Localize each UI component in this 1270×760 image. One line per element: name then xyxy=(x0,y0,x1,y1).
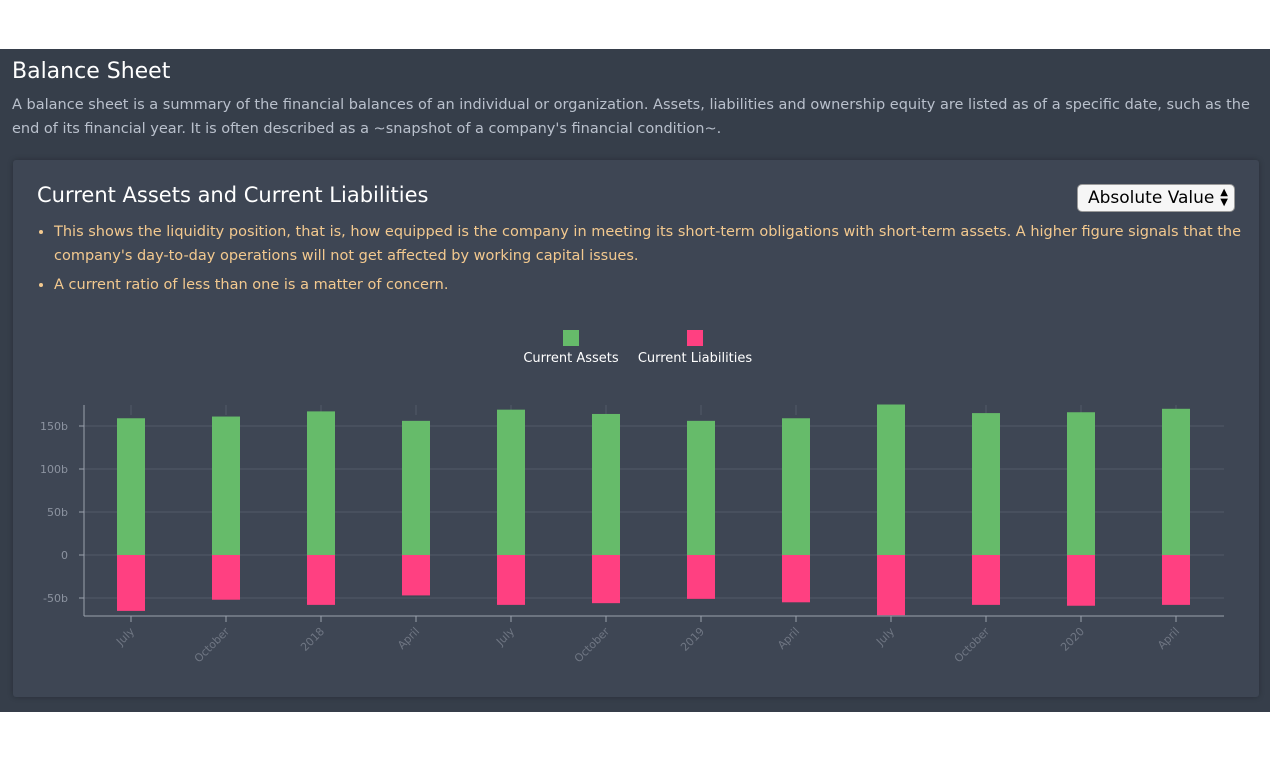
note-item: A current ratio of less than one is a ma… xyxy=(54,273,1254,297)
x-tick-label: October xyxy=(952,625,993,666)
x-tick-label: April xyxy=(395,625,422,652)
bar-current-assets xyxy=(117,418,145,555)
bar-current-liabilities xyxy=(782,555,810,603)
page-title: Balance Sheet xyxy=(12,59,171,84)
x-tick-label: 2020 xyxy=(1058,625,1087,654)
bar-current-liabilities xyxy=(592,555,620,604)
bar-current-liabilities xyxy=(1067,555,1095,606)
chart-card: Current Assets and Current Liabilities A… xyxy=(13,160,1259,697)
x-tick-label: 2018 xyxy=(298,625,327,654)
bar-current-liabilities xyxy=(687,555,715,599)
app-window: Balance Sheet A balance sheet is a summa… xyxy=(0,49,1270,712)
y-tick-label: 50b xyxy=(47,506,68,519)
y-tick-label: -50b xyxy=(43,592,68,605)
bar-current-liabilities xyxy=(402,555,430,596)
legend-swatch-assets xyxy=(563,330,579,346)
assets-liabilities-chart: 150b 100b 50b 0 -50b July October 2018 April July… xyxy=(40,404,1224,666)
y-tick-label: 0 xyxy=(61,549,68,562)
note-item: This shows the liquidity position, that … xyxy=(54,220,1254,268)
y-tick-label: 100b xyxy=(40,463,68,476)
x-tick-label: 2019 xyxy=(678,625,707,654)
notes-list: This shows the liquidity position, that … xyxy=(37,220,1254,302)
bar-current-assets xyxy=(307,411,335,555)
bar-current-assets xyxy=(687,420,715,555)
bar-current-liabilities xyxy=(1162,555,1190,605)
x-tick-label: July xyxy=(493,625,517,649)
legend-label-liabilities: Current Liabilities xyxy=(637,351,753,366)
bar-current-liabilities xyxy=(877,555,905,616)
x-tick-label: April xyxy=(775,625,802,652)
bar-current-assets xyxy=(877,404,905,555)
page-description: A balance sheet is a summary of the fina… xyxy=(12,97,1250,137)
card-title: Current Assets and Current Liabilities xyxy=(37,183,429,207)
bar-current-assets xyxy=(1067,412,1095,555)
x-tick-label: July xyxy=(113,625,137,649)
bar-current-liabilities xyxy=(307,555,335,605)
legend-item-current-liabilities[interactable]: Current Liabilities xyxy=(635,330,755,366)
bar-current-assets xyxy=(972,413,1000,555)
bar-current-liabilities xyxy=(972,555,1000,605)
bar-current-liabilities xyxy=(212,555,240,600)
x-tick-label: October xyxy=(572,625,613,666)
legend-item-current-assets[interactable]: Current Assets xyxy=(521,330,621,366)
select-arrows-icon: ▲ ▼ xyxy=(1220,187,1228,208)
y-tick-label: 150b xyxy=(40,420,68,433)
bar-current-assets xyxy=(592,413,620,555)
x-tick-label: April xyxy=(1155,625,1182,652)
chart-legend: Current Assets Current Liabilities xyxy=(13,330,1259,370)
x-tick-label: July xyxy=(873,625,897,649)
legend-swatch-liabilities xyxy=(687,330,703,346)
bar-current-assets xyxy=(1162,408,1190,555)
value-mode-select[interactable]: Absolute Value ▲ ▼ xyxy=(1077,184,1235,212)
bar-current-assets xyxy=(497,409,525,555)
value-mode-selected: Absolute Value xyxy=(1088,188,1215,208)
bar-current-liabilities xyxy=(497,555,525,605)
bar-current-liabilities xyxy=(117,555,145,611)
x-tick-label: October xyxy=(192,625,233,666)
bar-current-assets xyxy=(212,416,240,555)
bar-current-assets xyxy=(782,418,810,555)
legend-label-assets: Current Assets xyxy=(523,351,619,366)
bar-current-assets xyxy=(402,420,430,555)
